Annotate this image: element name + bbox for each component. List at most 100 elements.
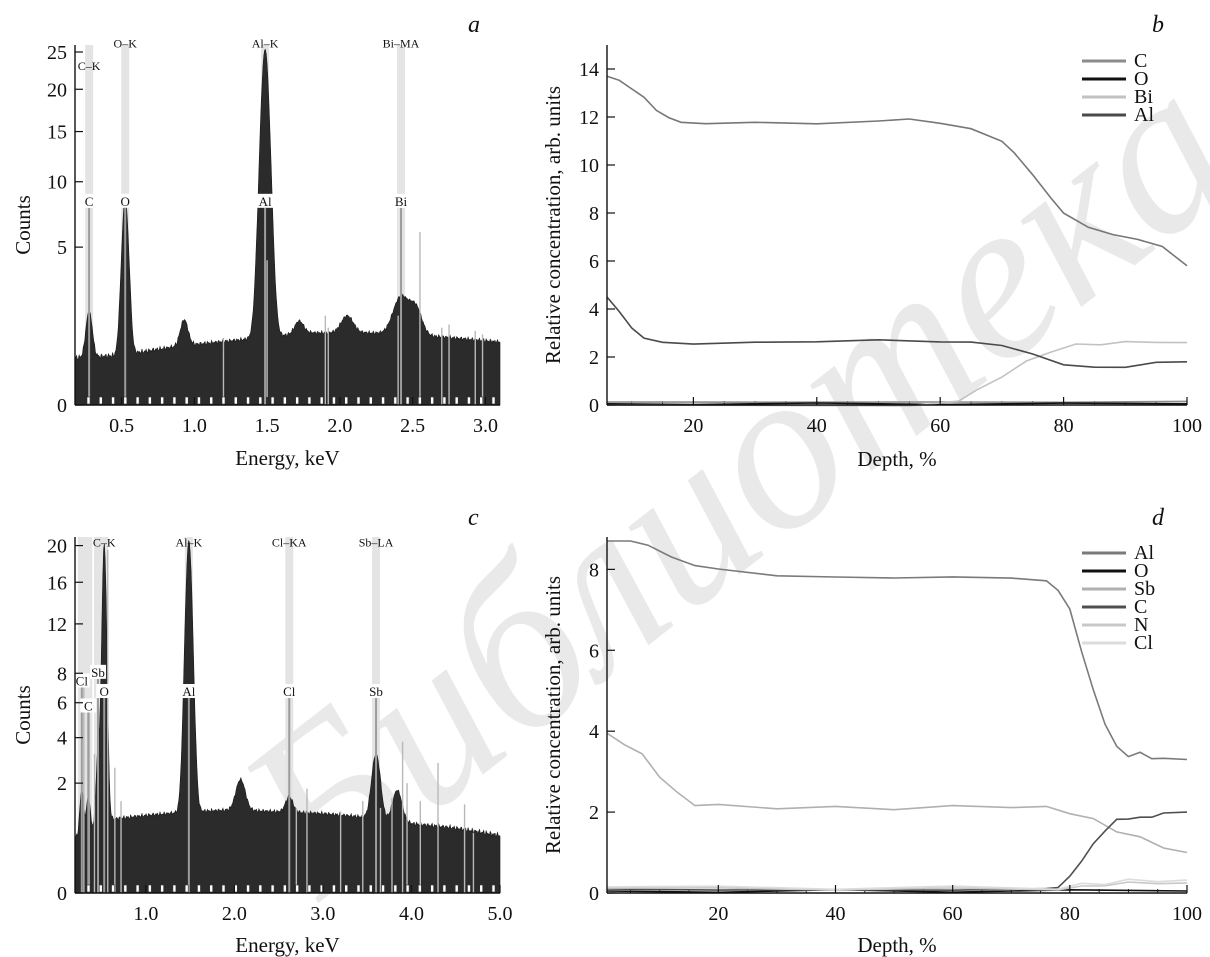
channel-marker (98, 396, 103, 405)
channel-marker (172, 396, 177, 405)
band-label: Al–K (176, 536, 203, 550)
channel-marker (135, 884, 140, 893)
element-label-bg (80, 698, 97, 713)
x-tick-label: 5.0 (488, 903, 513, 925)
channel-marker (172, 884, 177, 893)
channel-marker (356, 396, 361, 405)
channel-marker (209, 884, 214, 893)
band-label: C–K (93, 536, 116, 550)
y-tick-label: 8 (589, 559, 599, 581)
element-marker-label: O (121, 194, 130, 209)
channel-marker (344, 884, 349, 893)
spectrum-area (74, 48, 501, 406)
element-label-bg (368, 684, 385, 699)
band-label: Sb–LA (359, 536, 394, 550)
spectrum-area (74, 540, 501, 894)
series-line (607, 540, 1188, 761)
x-tick-label: 3.0 (310, 903, 335, 925)
element-label-bg (393, 193, 410, 208)
y-tick-label: 16 (47, 572, 67, 594)
channel-marker (307, 396, 312, 405)
x-tick-label: 1.0 (133, 903, 158, 925)
x-tick-label: 2.0 (327, 415, 352, 437)
x-axis-title: Energy, keV (235, 933, 339, 957)
y-axis-title: Counts (11, 195, 35, 255)
y-axis-title: Relative concentration, arb. units (541, 86, 565, 364)
x-tick-label: 80 (1054, 415, 1074, 437)
channel-marker (368, 396, 373, 405)
legend-label: O (1134, 68, 1148, 90)
channel-marker (135, 396, 140, 405)
channel-marker (344, 396, 349, 405)
element-label-bg (81, 193, 98, 208)
element-marker-label: C (84, 698, 93, 713)
series-line (606, 811, 1188, 892)
y-tick-label: 12 (579, 107, 599, 129)
channel-marker (184, 884, 189, 893)
channel-marker (184, 396, 189, 405)
channel-marker (123, 884, 128, 893)
watermark: Библиотека БГ (192, 0, 1210, 943)
x-tick-label: 100 (1172, 903, 1202, 925)
y-tick-label: 2 (589, 802, 599, 824)
element-label-bg (73, 673, 90, 688)
channel-marker (98, 884, 103, 893)
element-marker-label: Al (259, 194, 272, 209)
y-tick-label: 4 (57, 728, 67, 750)
element-label-bg (257, 193, 274, 208)
y-tick-label: 14 (579, 59, 599, 81)
channel-marker (381, 396, 385, 405)
y-tick-label: 6 (589, 251, 599, 273)
x-tick-label: 40 (825, 903, 845, 925)
legend-label: N (1134, 614, 1148, 636)
channel-marker (197, 884, 201, 893)
channel-marker (270, 884, 275, 893)
channel-marker (270, 396, 275, 405)
channel-marker (418, 396, 422, 405)
channel-marker (246, 884, 250, 893)
legend-label: Bi (1134, 86, 1153, 108)
y-tick-label: 25 (47, 42, 67, 64)
legend-label: C (1134, 50, 1147, 72)
channel-marker (246, 396, 250, 405)
y-tick-label: 0 (57, 395, 67, 417)
x-tick-label: 1.5 (255, 415, 280, 437)
element-label-bg (180, 684, 197, 699)
channel-marker (295, 884, 299, 893)
series-line (606, 296, 1188, 369)
x-tick-label: 20 (708, 903, 728, 925)
legend-label: C (1134, 596, 1147, 618)
channel-marker (148, 884, 152, 893)
channel-marker (454, 396, 459, 405)
channel-marker (258, 884, 263, 893)
legend-label: Al (1134, 104, 1154, 126)
y-tick-label: 20 (47, 536, 67, 558)
x-tick-label: 2.0 (222, 903, 247, 925)
x-tick-label: 1.0 (182, 415, 207, 437)
x-axis-title: Depth, % (857, 447, 936, 471)
x-tick-label: 60 (930, 415, 950, 437)
y-tick-label: 4 (589, 721, 599, 743)
y-tick-label: 8 (57, 663, 67, 685)
y-tick-label: 0 (589, 395, 599, 417)
x-tick-label: 3.0 (473, 415, 498, 437)
y-tick-label: 0 (589, 883, 599, 905)
x-tick-label: 2.5 (400, 415, 425, 437)
legend-label: Cl (1134, 632, 1153, 654)
channel-marker (221, 884, 226, 893)
channel-marker (479, 396, 484, 405)
channel-marker (479, 884, 484, 893)
channel-marker (405, 396, 410, 405)
channel-marker (283, 884, 287, 893)
panel-a-spectrum: C O Al Bi C–K O–K Al–K Bi–MA 0.5 1.0 1.5 2.0 2.5 3.0 0… (11, 12, 501, 470)
y-tick-label: 2 (589, 347, 599, 369)
channel-marker (221, 396, 226, 405)
series-line (606, 75, 1188, 267)
y-tick-label: 12 (47, 614, 67, 636)
element-label-bg (96, 684, 113, 699)
channel-marker (283, 396, 287, 405)
channel-marker (368, 884, 373, 893)
